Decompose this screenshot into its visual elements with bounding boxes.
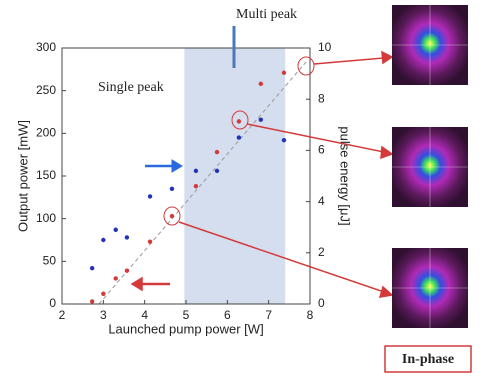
point: [215, 150, 219, 154]
point: [237, 135, 241, 139]
y2-tick-label: 2: [318, 245, 325, 259]
x-tick-label: 3: [100, 308, 107, 322]
point: [114, 276, 118, 280]
annotation: In-phase: [402, 352, 454, 367]
point: [148, 240, 152, 244]
x-tick-label: 7: [265, 308, 272, 322]
x-tick-label: 2: [59, 308, 66, 322]
y2-tick-label: 10: [318, 40, 332, 54]
annotation: Single peak: [98, 80, 164, 95]
point: [282, 138, 286, 142]
point: [125, 235, 129, 239]
highlight-circle: [298, 57, 314, 75]
point: [90, 299, 94, 303]
y-tick-label: 300: [36, 40, 56, 54]
x-tick-label: 4: [141, 308, 148, 322]
y2-axis-label: pulse energy [μJ]: [338, 126, 353, 225]
point: [259, 117, 263, 121]
point: [282, 71, 286, 75]
x-axis-label: Launched pump power [W]: [108, 321, 263, 336]
x-tick-label: 8: [307, 308, 314, 322]
point: [194, 184, 198, 188]
point: [90, 266, 94, 270]
point: [170, 187, 174, 191]
y-tick-label: 50: [43, 254, 57, 268]
point: [114, 228, 118, 232]
arrow-blue: [145, 160, 182, 172]
point: [194, 169, 198, 173]
beam-images: [392, 5, 468, 328]
y-tick-label: 250: [36, 83, 56, 97]
y2-tick-label: 4: [318, 194, 325, 208]
shaded-region: [184, 48, 285, 304]
y-tick-label: 200: [36, 126, 56, 140]
point: [101, 292, 105, 296]
y-tick-label: 150: [36, 168, 56, 182]
point: [215, 169, 219, 173]
annotation: Multi peak: [236, 7, 297, 22]
x-tick-label: 5: [183, 308, 190, 322]
y-tick-label: 100: [36, 211, 56, 225]
chart: Single peak Multi peak Launched pump pow…: [0, 0, 484, 376]
y-tick-label: 0: [49, 296, 56, 310]
point: [148, 194, 152, 198]
point: [125, 269, 129, 273]
y2-tick-label: 0: [318, 296, 325, 310]
x-tick-label: 6: [224, 308, 231, 322]
y2-tick-label: 6: [318, 143, 325, 157]
y-axis-label: Output power [mW]: [15, 120, 30, 232]
y2-tick-label: 8: [318, 91, 325, 105]
point: [259, 82, 263, 86]
point: [101, 238, 105, 242]
point: [237, 119, 241, 123]
point: [170, 214, 174, 218]
